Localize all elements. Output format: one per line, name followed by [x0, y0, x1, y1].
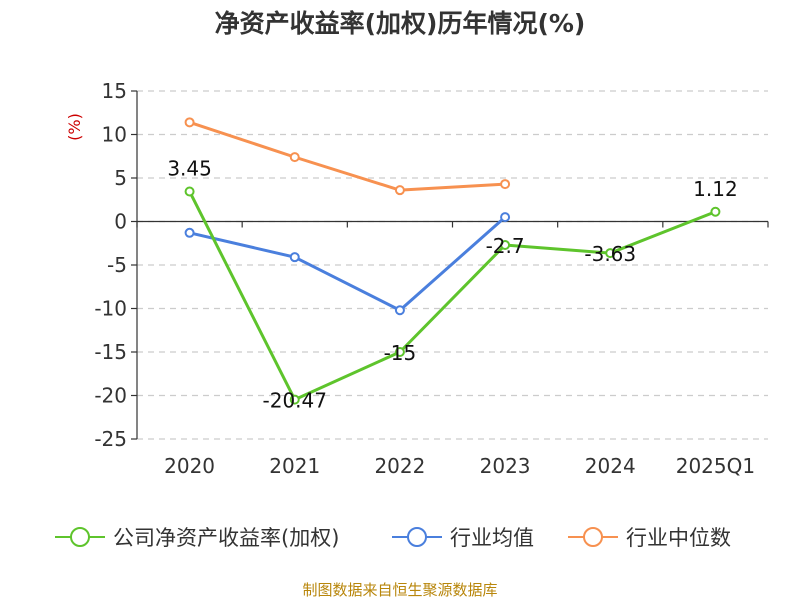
y-axis-label: (%) [65, 113, 84, 141]
data-labels: 3.45 -20.47 -15 -2.7 -3.63 1.12 [167, 156, 737, 412]
y-tick-label: 15 [102, 79, 127, 103]
legend: 公司净资产收益率(加权) 行业均值 行业中位数 [55, 526, 731, 550]
series-lines [184, 117, 721, 405]
y-tick-label: -25 [94, 427, 127, 451]
x-tick-label: 2022 [374, 454, 425, 478]
legend-marker-2 [583, 527, 603, 547]
data-label: -3.63 [584, 242, 636, 266]
data-label: -2.7 [486, 234, 525, 258]
legend-marker-1 [407, 527, 427, 547]
axes: 15 10 5 0 -5 -10 -15 -20 -25 2020 2021 2022 2023 2024… [94, 79, 769, 478]
series-1-point [500, 212, 511, 223]
y-tick-label: -10 [94, 297, 127, 321]
legend-label-2: 行业中位数 [626, 526, 731, 550]
series-1-point [394, 305, 405, 316]
source-note: 制图数据来自恒生聚源数据库 [302, 581, 497, 599]
series-2-point [394, 185, 405, 196]
x-tick-label: 2021 [269, 454, 320, 478]
data-label: -20.47 [263, 389, 327, 413]
series-2-point [184, 117, 195, 128]
legend-marker-0 [70, 527, 90, 547]
y-tick-label: 10 [102, 123, 127, 147]
y-tick-label: -15 [94, 340, 127, 364]
legend-label-1: 行业均值 [450, 526, 534, 550]
legend-label-0: 公司净资产收益率(加权) [113, 526, 339, 550]
x-tick-label: 2025Q1 [676, 454, 755, 478]
series-line-0 [188, 190, 716, 402]
series-0-point [289, 394, 300, 405]
series-0-point [500, 239, 511, 250]
series-0-point [184, 186, 195, 197]
series-2-point [289, 152, 300, 163]
series-1-point [184, 227, 195, 238]
y-tick-label: -5 [107, 253, 127, 277]
data-label: -15 [384, 341, 417, 365]
x-tick-label: 2023 [480, 454, 531, 478]
chart-title: 净资产收益率(加权)历年情况(%) [215, 9, 586, 38]
data-label: 1.12 [693, 177, 738, 201]
series-0-point [710, 206, 721, 217]
x-tick-label: 2020 [164, 454, 215, 478]
x-tick-label: 2024 [585, 454, 636, 478]
y-tick-label: 0 [114, 210, 127, 234]
y-tick-label: -20 [94, 384, 127, 408]
series-0-point [394, 347, 405, 357]
series-2-point [500, 179, 511, 190]
series-1-point [289, 252, 300, 263]
series-line-1 [189, 216, 507, 312]
series-line-2 [189, 120, 506, 192]
data-label: 3.45 [167, 156, 212, 180]
y-tick-label: 5 [114, 166, 127, 190]
series-0-point [605, 248, 616, 259]
